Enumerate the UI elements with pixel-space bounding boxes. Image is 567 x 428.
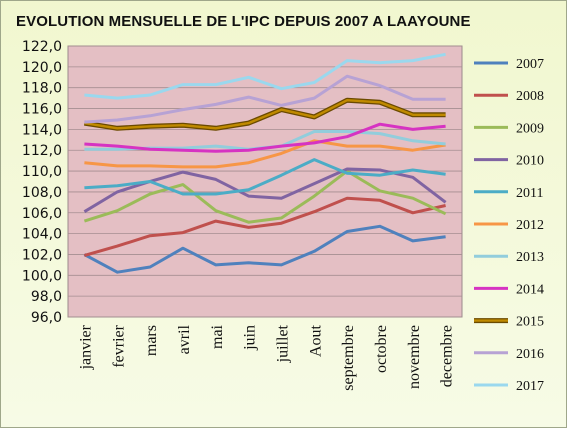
legend-label: 2010 — [516, 154, 544, 169]
x-tick-label: avril — [176, 324, 193, 354]
y-tick-label: 96,0 — [31, 310, 62, 326]
legend-label: 2014 — [516, 282, 544, 297]
series-line — [83, 196, 446, 257]
y-tick-label: 98,0 — [31, 289, 62, 305]
legend-label: 2009 — [516, 121, 544, 136]
series-line — [84, 98, 446, 130]
x-tick-label: janvier — [77, 324, 94, 370]
series-line — [84, 122, 446, 153]
legend-label: 2013 — [516, 250, 544, 265]
legend-label: 2017 — [516, 379, 544, 394]
y-tick-label: 108,0 — [22, 185, 62, 201]
y-tick-label: 112,0 — [22, 143, 62, 159]
legend-label: 2011 — [516, 186, 543, 201]
y-tick-label: 100,0 — [22, 268, 62, 284]
x-tick-label: novembre — [406, 325, 423, 389]
x-tick-label: mars — [143, 325, 160, 356]
legend-label: 2015 — [516, 315, 544, 330]
x-tick-label: juillet — [274, 324, 291, 363]
legend-label: 2008 — [516, 89, 544, 104]
x-tick-label: septembre — [340, 325, 357, 391]
y-tick-label: 122,0 — [22, 39, 62, 55]
y-tick-label: 116,0 — [22, 102, 62, 118]
y-tick-label: 118,0 — [22, 81, 62, 97]
y-tick-label: 102,0 — [22, 247, 62, 263]
series-line — [84, 139, 446, 169]
legend-label: 2007 — [516, 57, 544, 72]
y-tick-label: 104,0 — [22, 227, 62, 243]
y-tick-label: 110,0 — [22, 164, 62, 180]
series-line — [84, 52, 446, 100]
series-line — [83, 169, 447, 224]
y-tick-label: 120,0 — [22, 60, 62, 76]
legend-label: 2016 — [516, 347, 544, 362]
x-tick-label: juin — [242, 325, 259, 351]
x-tick-label: mai — [209, 324, 226, 349]
x-tick-label: fevrier — [110, 324, 127, 367]
x-tick-label: octobre — [373, 325, 390, 373]
y-tick-label: 106,0 — [22, 206, 62, 222]
x-tick-label: decembre — [439, 325, 456, 387]
legend-label: 2012 — [516, 218, 544, 233]
y-tick-label: 114,0 — [22, 122, 62, 138]
series-line — [83, 224, 446, 274]
chart-title: EVOLUTION MENSUELLE DE L'IPC DEPUIS 2007… — [16, 13, 471, 30]
x-tick-label: Aout — [307, 324, 324, 357]
series-line — [84, 158, 446, 196]
series-line — [84, 74, 446, 124]
